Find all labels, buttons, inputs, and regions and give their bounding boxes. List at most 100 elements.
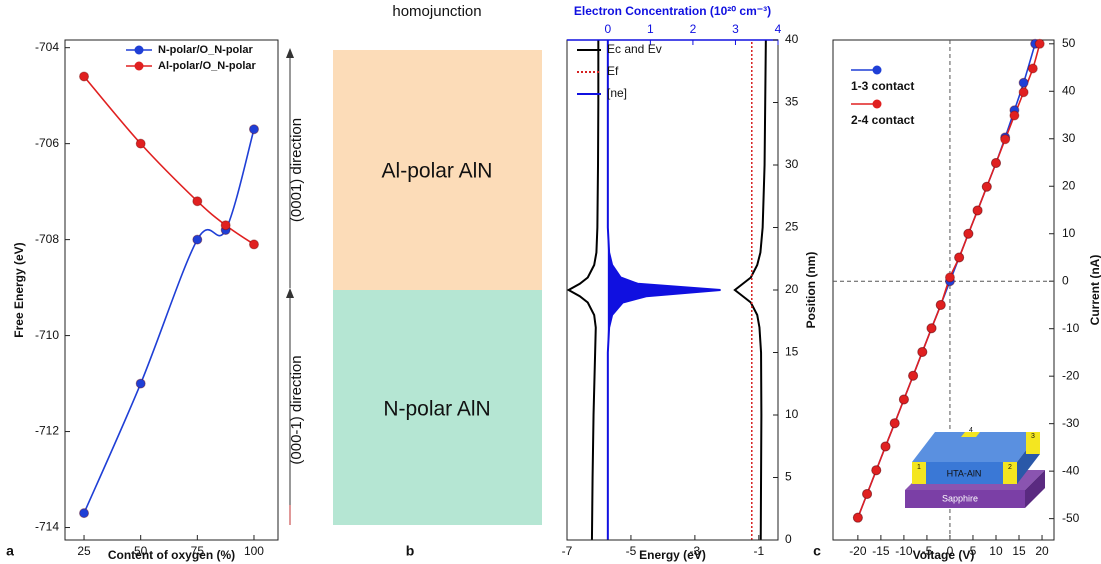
y-tick-label: 5 <box>785 470 792 484</box>
arrow-head <box>286 288 294 298</box>
contact-label: 2 <box>1008 464 1012 471</box>
x2-tick-label: 1 <box>647 22 654 36</box>
x-axis-title: Voltage (V) <box>913 548 975 562</box>
x2-axis-title: Electron Concentration (10²⁰ cm⁻³) <box>574 4 771 18</box>
series-area <box>606 40 721 540</box>
y-tick-label: 10 <box>785 407 799 421</box>
y-tick-label: 40 <box>1062 83 1076 97</box>
x-tick-label: -15 <box>872 544 890 558</box>
y-tick-label: 20 <box>1062 178 1076 192</box>
x-tick-label: -3 <box>690 544 701 558</box>
data-point <box>1000 134 1011 145</box>
data-point <box>935 299 946 310</box>
data-point <box>1018 87 1029 98</box>
contact <box>912 462 926 484</box>
legend-marker <box>872 65 882 75</box>
y-tick-label: 20 <box>785 282 799 296</box>
y-tick-label: 0 <box>785 532 792 546</box>
y-tick-label: -708 <box>35 232 59 246</box>
contact-label: 4 <box>969 427 973 434</box>
y-tick-label: 30 <box>785 157 799 171</box>
data-point <box>880 441 891 452</box>
legend-marker <box>134 45 144 55</box>
plot-frame <box>832 39 1055 541</box>
x-tick-label: 50 <box>134 544 148 558</box>
region-label: N-polar AlN <box>383 398 490 421</box>
contact <box>961 432 980 437</box>
x2-tick-label: 4 <box>775 22 782 36</box>
data-point <box>248 124 259 135</box>
data-point <box>926 323 937 334</box>
contact <box>1026 432 1040 454</box>
data-point <box>79 508 90 519</box>
plot-frame <box>64 39 279 541</box>
x-tick-label: 0 <box>947 544 954 558</box>
y-axis-title: Position (nm) <box>804 252 818 329</box>
series-line <box>83 129 255 514</box>
data-point <box>954 252 965 263</box>
legend-marker <box>872 99 882 109</box>
data-point <box>192 196 203 207</box>
data-point <box>1009 110 1020 121</box>
legend-label: Ec and Ev <box>607 42 662 56</box>
y-tick-label: -40 <box>1062 463 1080 477</box>
y-tick-label: 15 <box>785 345 799 359</box>
y-tick-label: 30 <box>1062 131 1076 145</box>
layer-top <box>912 432 1040 462</box>
data-point <box>220 220 231 231</box>
y-axis-title: Current (nA) <box>1088 255 1101 326</box>
data-point <box>963 228 974 239</box>
series-line <box>566 40 600 541</box>
data-point <box>248 239 259 250</box>
data-point <box>135 378 146 389</box>
x2-tick-label: 2 <box>690 22 697 36</box>
y-tick-label: 50 <box>1062 36 1076 50</box>
al-polar-region <box>333 50 542 290</box>
y-tick-label: 35 <box>785 95 799 109</box>
x-tick-label: -20 <box>849 544 867 558</box>
legend-marker <box>134 61 144 71</box>
y-tick-label: 10 <box>1062 226 1076 240</box>
n-polar-region <box>333 290 542 525</box>
data-point <box>1018 77 1029 88</box>
x-tick-label: 20 <box>1035 544 1049 558</box>
x-tick-label: -10 <box>895 544 913 558</box>
y-axis-title: Free Energy (eV) <box>12 242 26 337</box>
legend-label: 2-4 contact <box>851 113 914 127</box>
contact-label: 1 <box>917 464 921 471</box>
data-point <box>889 418 900 429</box>
series-line <box>83 75 255 246</box>
diagram: homojunction Al-polar AlN N-polar AlN (0… <box>286 3 542 559</box>
legend-label: 1-3 contact <box>851 79 914 93</box>
x-tick-label: -5 <box>626 544 637 558</box>
data-point <box>852 512 863 523</box>
device-inset: 1 2 3 4 HTA-AlN Sapphire <box>905 427 1045 508</box>
contact <box>1003 462 1017 484</box>
region-label: Al-polar AlN <box>382 160 493 183</box>
substrate-label: Sapphire <box>942 493 978 503</box>
y-tick-label: 40 <box>785 32 799 46</box>
direction-label: (000-1) direction <box>288 355 305 464</box>
x-axis-title: Content of oxygen (%) <box>108 548 235 562</box>
y-tick-label: 25 <box>785 220 799 234</box>
data-point <box>917 346 928 357</box>
data-point <box>972 205 983 216</box>
x-tick-label: 10 <box>989 544 1003 558</box>
contact-label: 3 <box>1031 433 1035 440</box>
substrate <box>905 490 1025 508</box>
y-tick-label: 0 <box>1062 273 1069 287</box>
legend-label: N-polar/O_N-polar <box>158 44 253 56</box>
panel-label: b <box>406 543 415 559</box>
x-tick-label: -5 <box>922 544 933 558</box>
legend-label: Ef <box>607 64 619 78</box>
y-tick-label: -714 <box>35 520 59 534</box>
y-tick-label: -704 <box>35 40 59 54</box>
y-tick-label: -710 <box>35 328 59 342</box>
data-point <box>1034 38 1045 49</box>
data-point <box>79 71 90 82</box>
y-tick-label: -706 <box>35 136 59 150</box>
y-tick-label: -30 <box>1062 416 1080 430</box>
x-tick-label: -7 <box>562 544 573 558</box>
